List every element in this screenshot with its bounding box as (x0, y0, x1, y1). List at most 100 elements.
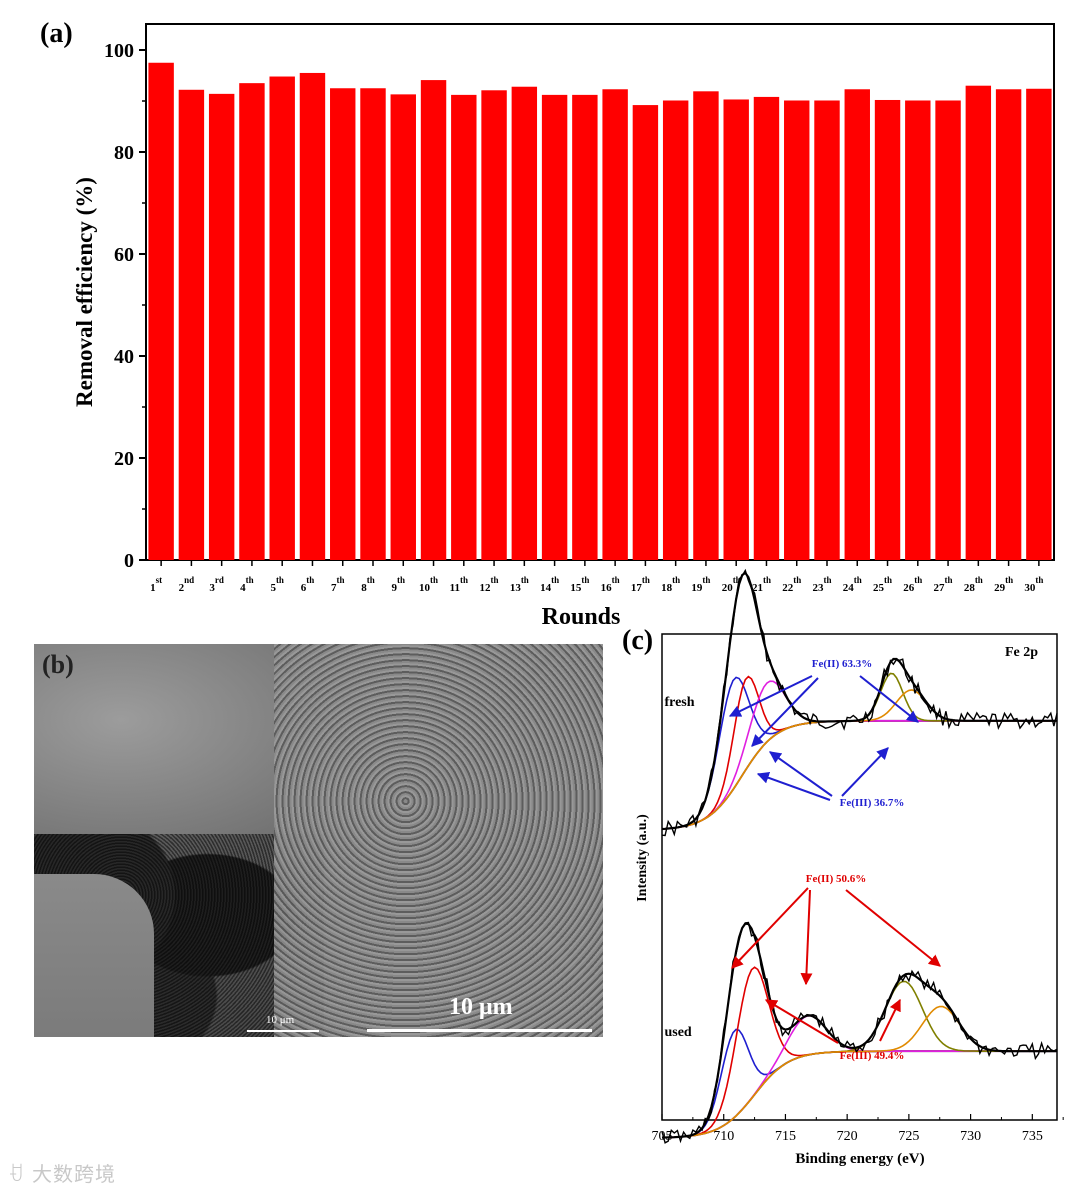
x-tick-label: 1st (150, 575, 162, 594)
watermark-text: 大数跨境 (31, 1162, 116, 1186)
y-tick-label: 80 (114, 142, 134, 164)
x-tick-label: 3rd (209, 575, 224, 594)
x-tick-label: 4th (240, 575, 254, 594)
bar (753, 96, 780, 561)
x-tick-label: 11th (450, 575, 468, 594)
xps-raw-data (661, 568, 1058, 837)
annotation-label: Fe(II) 63.3% (812, 658, 873, 670)
bar (390, 94, 416, 561)
bar (572, 94, 598, 560)
annotation-arrow (764, 999, 839, 1044)
x-tick-label: 27th (934, 575, 953, 594)
x-tick-label: 2nd (179, 575, 195, 594)
bar (330, 88, 356, 560)
bar (451, 94, 477, 560)
xps-background-line (661, 1050, 1057, 1139)
plot-frame-c (661, 633, 1058, 1121)
xps-series-label: fresh (664, 695, 694, 710)
bar (1026, 88, 1052, 560)
annotation-arrow (879, 998, 901, 1042)
watermark: ꀀ 大数跨境 (8, 1158, 116, 1187)
x-tick-label: 24th (843, 575, 862, 594)
bar (420, 80, 447, 560)
x-tick-label: 5th (270, 575, 284, 594)
bar (299, 72, 326, 560)
x-tick-label: 28th (964, 575, 983, 594)
xps-x-tick-label: 730 (960, 1129, 981, 1144)
bar (995, 89, 1022, 561)
annotation-arrow (728, 675, 813, 717)
x-tick-label: 23th (812, 575, 831, 594)
x-tick-label: 8th (361, 575, 375, 594)
bar (178, 89, 205, 560)
xps-y-label: Intensity (a.u.) (635, 814, 650, 902)
y-axis-ticks: 0 20 40 60 80 100 (104, 40, 146, 572)
bar (602, 89, 628, 561)
xps-curves: fresh used (661, 568, 1058, 1144)
x-tick-label: 17th (631, 575, 650, 594)
xps-title: Fe 2p (1005, 645, 1038, 660)
sem-porous-surface (274, 644, 603, 1037)
x-tick-label: 16th (601, 575, 620, 594)
panel-a-label: (a) (40, 18, 73, 49)
bar (511, 86, 538, 560)
bar (965, 85, 992, 560)
bar (935, 100, 961, 561)
x-tick-label: 29th (994, 575, 1013, 594)
x-tick-label: 13th (510, 575, 529, 594)
bar (905, 100, 931, 561)
y-tick-label: 20 (114, 448, 134, 470)
x-tick-label: 20th (722, 575, 741, 594)
bar (541, 94, 568, 560)
bar (208, 93, 235, 561)
xps-x-tick-label: 725 (898, 1129, 919, 1144)
bar (814, 100, 840, 561)
x-tick-label: 14th (540, 575, 559, 594)
bar (632, 105, 659, 560)
xps-x-tick-label: 710 (713, 1129, 734, 1144)
y-axis-label: Removal efficiency (%) (72, 177, 97, 407)
x-tick-label: 21th (752, 575, 771, 594)
x-tick-label: 9th (392, 575, 406, 594)
bar (148, 62, 174, 560)
bar (784, 100, 810, 561)
x-tick-label: 19th (691, 575, 710, 594)
x-tick-label: 30th (1024, 575, 1043, 594)
panel-b-label: (b) (42, 650, 74, 679)
bar (844, 89, 870, 561)
annotation-arrow (800, 889, 813, 986)
x-tick-label: 12th (480, 575, 499, 594)
xps-series-label: used (664, 1025, 691, 1040)
x-tick-label: 18th (661, 575, 680, 594)
x-tick-label: 10th (419, 575, 438, 594)
x-tick-label: 25th (873, 575, 892, 594)
y-tick-label: 40 (114, 346, 134, 368)
scale-bar-small-label: 10 μm (266, 1014, 295, 1026)
annotation-arrow (756, 772, 831, 801)
annotation-arrow (859, 675, 919, 723)
annotation-label: Fe(II) 50.6% (806, 873, 867, 885)
x-tick-label: 6th (301, 575, 315, 594)
panel-c-label: (c) (622, 625, 653, 656)
scale-bar-small (247, 1030, 319, 1032)
xps-annotations: Fe(II) 63.3% Fe(III) 36.7% Fe(II) 50.6% Fe(… (728, 658, 941, 1062)
bar (874, 99, 901, 560)
bar (360, 88, 386, 560)
annotation-arrow (841, 747, 889, 797)
annotation-arrow (731, 887, 809, 969)
scale-bar-large-label: 10 μm (449, 994, 513, 1020)
xps-x-tick-label: 715 (775, 1129, 796, 1144)
xps-raw-data (661, 921, 1058, 1144)
sem-image: (b) 10 μm 10 μm (34, 644, 603, 1037)
x-tick-label: 15th (570, 575, 589, 594)
x-tick-label: 22th (782, 575, 801, 594)
scale-bar-large (367, 1029, 592, 1032)
x-tick-label: 7th (331, 575, 345, 594)
xps-x-tick-label: 735 (1022, 1129, 1043, 1144)
bar (662, 100, 689, 561)
annotation-arrow (751, 677, 819, 747)
xps-background-line (661, 719, 1057, 830)
plot-frame-a (145, 23, 1055, 561)
annotation-label: Fe(III) 36.7% (840, 797, 905, 809)
annotation-label: Fe(III) 49.4% (840, 1050, 905, 1062)
